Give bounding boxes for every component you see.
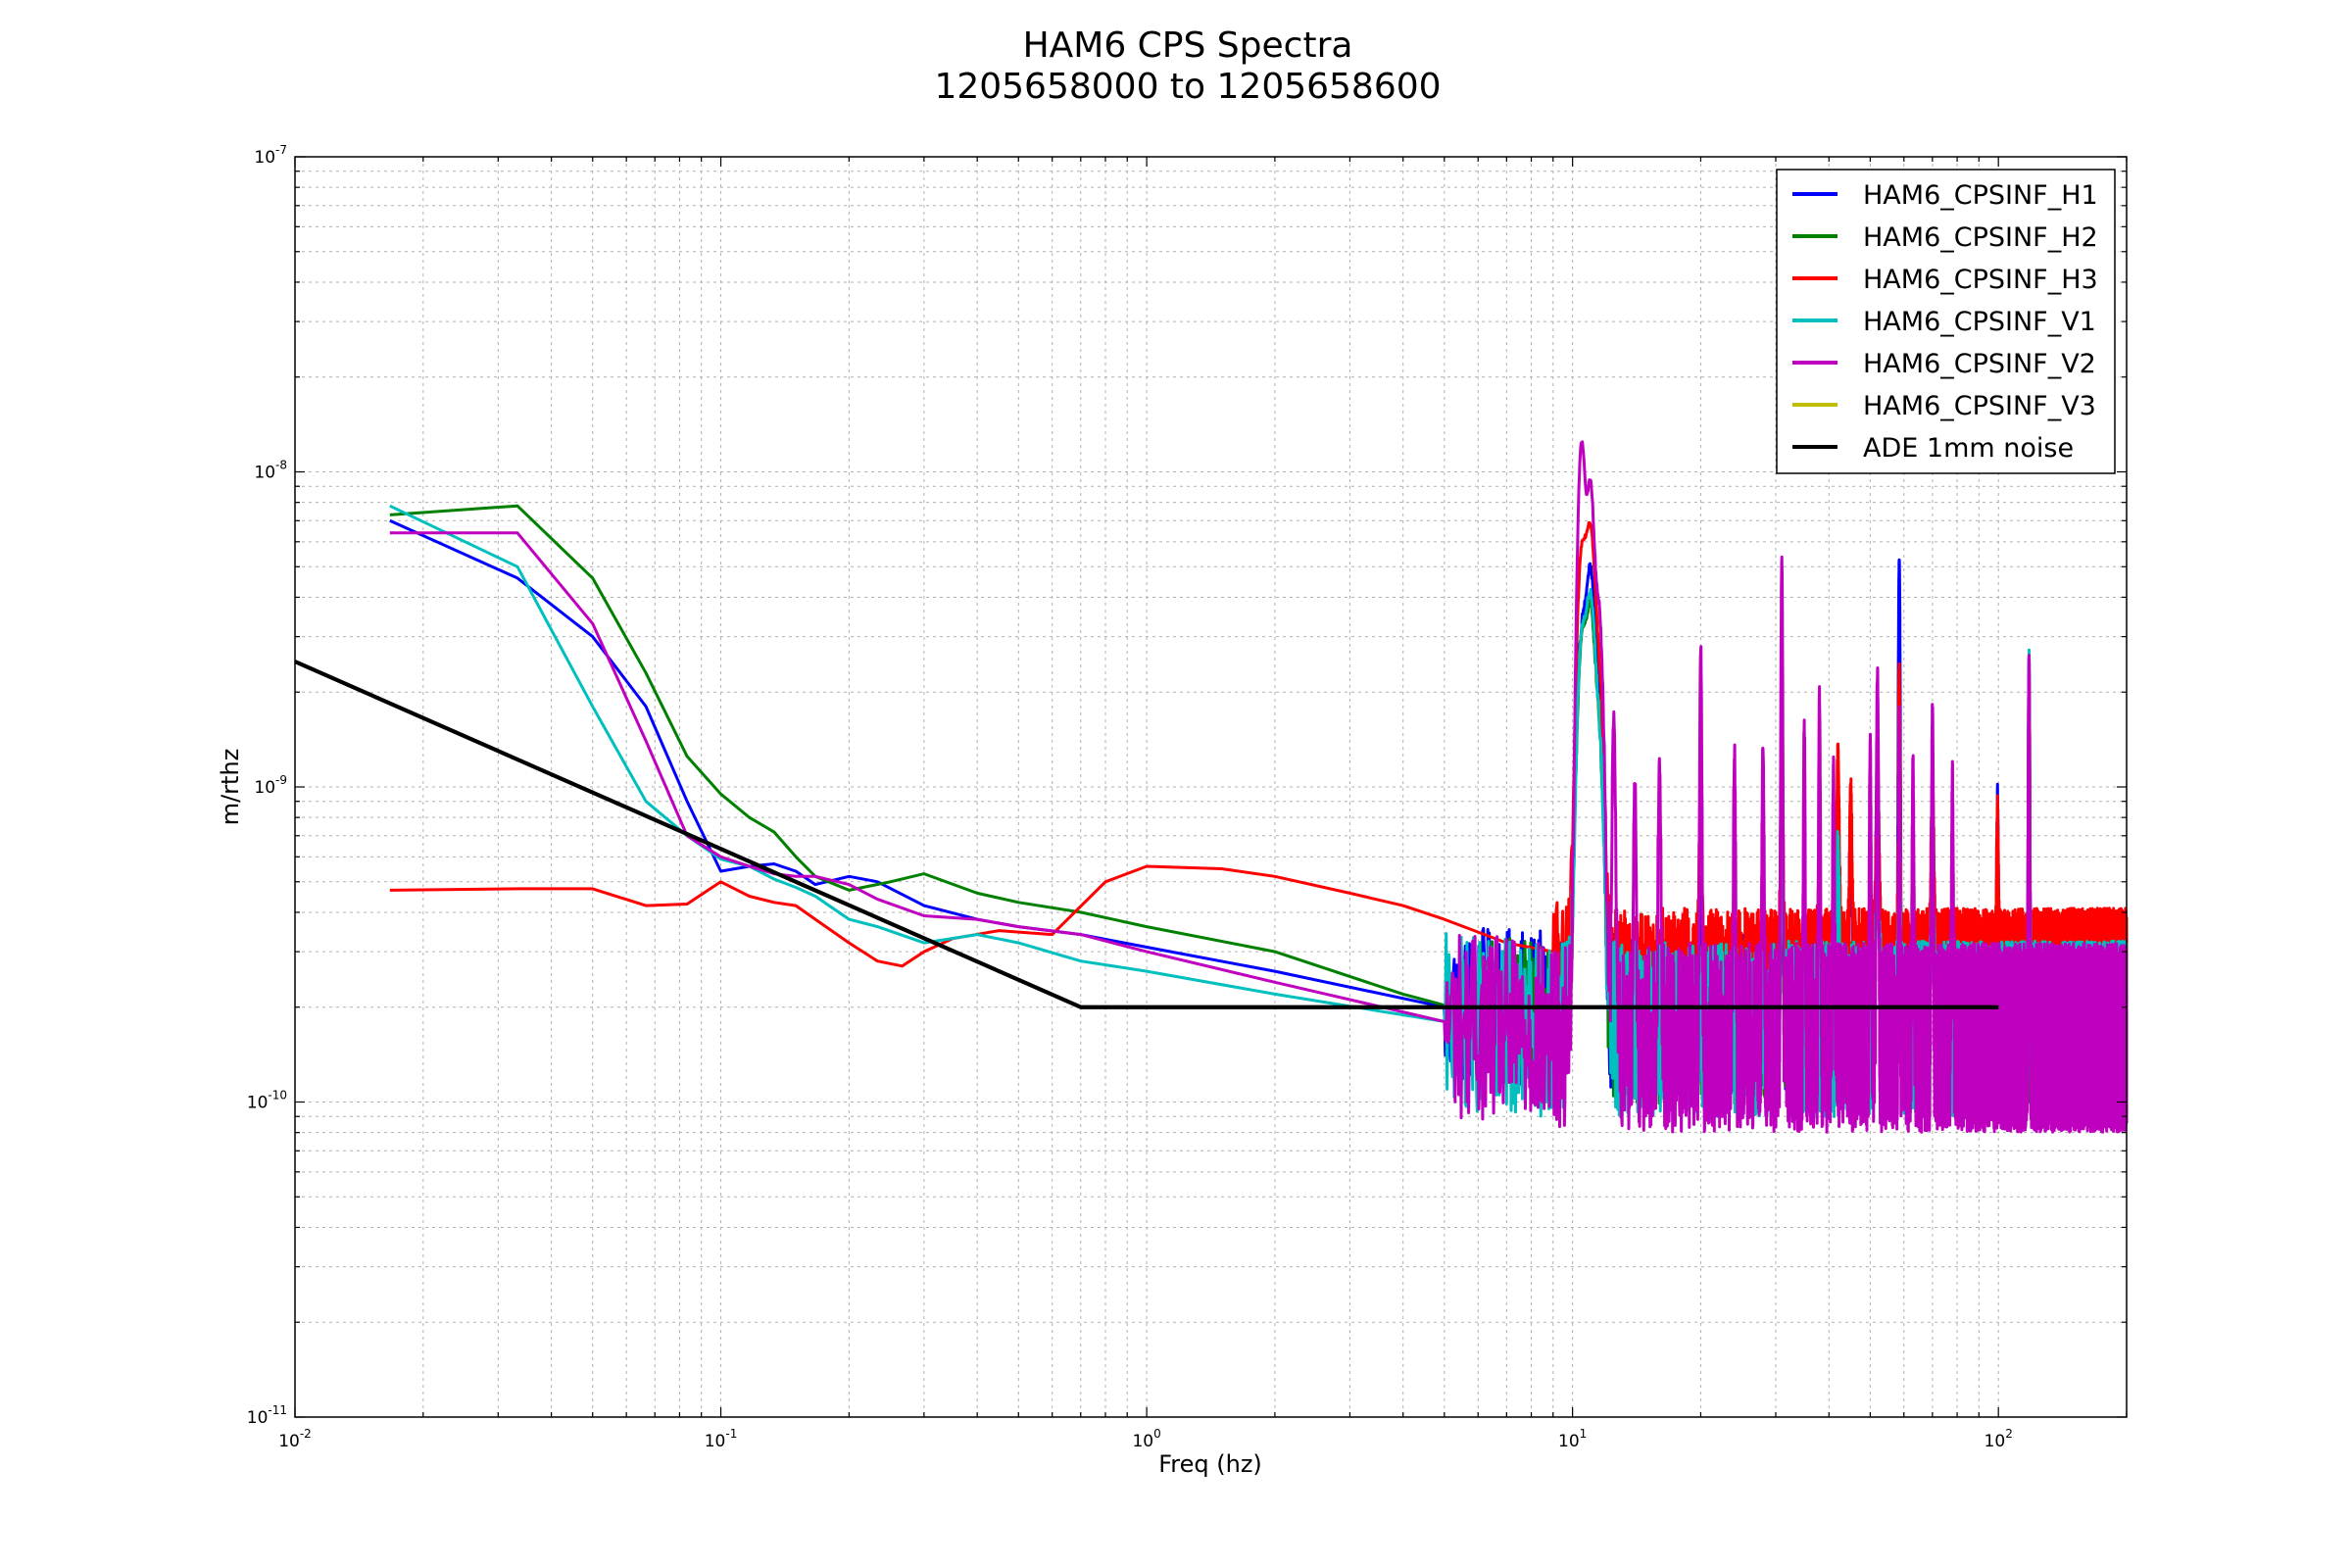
y-tick-label: 10-8 xyxy=(254,459,287,483)
x-axis-label: Freq (hz) xyxy=(1158,1450,1262,1478)
series-line-HAM6_CPSINF_V2 xyxy=(389,440,2129,1134)
series-line-ade-overlay xyxy=(294,660,1999,1009)
axis-ticks: 10-2 10-1 100 101 102 10-11 10-10 10-9 10-8 10-7 xyxy=(247,143,2128,1451)
legend: HAM6_CPSINF_H1 HAM6_CPSINF_H2 HAM6_CPSINF_… xyxy=(1776,169,2116,474)
legend-label: HAM6_CPSINF_V3 xyxy=(1863,391,2096,421)
legend-label: HAM6_CPSINF_V1 xyxy=(1863,307,2096,337)
legend-label: ADE 1mm noise xyxy=(1863,433,2074,464)
y-tick-label: 10-10 xyxy=(247,1089,287,1113)
x-tick-label: 101 xyxy=(1558,1427,1587,1451)
x-tick-label: 10-2 xyxy=(278,1427,312,1451)
y-tick-label: 10-7 xyxy=(254,143,287,168)
y-axis-label: m/rthz xyxy=(217,749,244,826)
x-tick-label: 100 xyxy=(1132,1427,1160,1451)
y-tick-label: 10-11 xyxy=(247,1403,287,1428)
plot-area xyxy=(294,440,2129,1134)
y-tick-label: 10-9 xyxy=(254,773,287,798)
legend-label: HAM6_CPSINF_H1 xyxy=(1863,180,2098,211)
chart-subtitle: 1205658000 to 1205658600 xyxy=(934,67,1441,107)
legend-label: HAM6_CPSINF_H3 xyxy=(1863,265,2098,295)
x-tick-label: 10-1 xyxy=(705,1427,738,1451)
chart-title: HAM6 CPS Spectra xyxy=(1023,25,1353,66)
grid xyxy=(295,157,2127,1417)
x-tick-label: 102 xyxy=(1984,1427,2013,1451)
legend-label: HAM6_CPSINF_H2 xyxy=(1863,222,2098,253)
legend-label: HAM6_CPSINF_V2 xyxy=(1863,349,2096,379)
